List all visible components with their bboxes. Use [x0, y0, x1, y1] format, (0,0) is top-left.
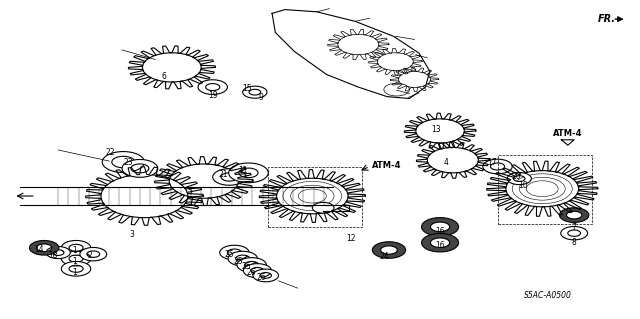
Text: 6: 6	[161, 72, 166, 81]
Text: 5: 5	[188, 187, 192, 197]
Wedge shape	[228, 251, 257, 266]
Wedge shape	[198, 80, 227, 94]
Text: 17: 17	[488, 158, 497, 167]
Text: 22: 22	[106, 148, 115, 157]
Text: 12: 12	[346, 234, 355, 243]
Text: 20: 20	[512, 172, 522, 181]
Wedge shape	[212, 169, 246, 185]
Wedge shape	[29, 241, 59, 255]
Wedge shape	[61, 241, 91, 255]
Wedge shape	[483, 159, 512, 174]
Wedge shape	[220, 245, 249, 260]
Text: 16: 16	[435, 241, 445, 250]
Text: 25: 25	[242, 262, 252, 271]
Text: 24: 24	[379, 252, 388, 261]
Text: 15: 15	[242, 84, 252, 93]
Wedge shape	[561, 226, 588, 240]
Wedge shape	[46, 247, 70, 259]
Wedge shape	[422, 218, 459, 236]
Text: 8: 8	[571, 238, 576, 247]
Wedge shape	[102, 152, 145, 173]
Circle shape	[312, 202, 334, 213]
Wedge shape	[243, 264, 271, 278]
Text: 11: 11	[239, 166, 248, 175]
Text: 1: 1	[72, 257, 77, 266]
Text: 2: 2	[88, 251, 92, 260]
Text: ATM-4: ATM-4	[372, 161, 402, 170]
Text: 9: 9	[258, 93, 263, 102]
Wedge shape	[243, 86, 267, 98]
Wedge shape	[122, 160, 158, 177]
Wedge shape	[228, 163, 268, 183]
Text: 25: 25	[234, 257, 243, 266]
Wedge shape	[372, 242, 406, 258]
Text: 10: 10	[518, 181, 528, 190]
Text: 13: 13	[431, 125, 441, 135]
Text: 1: 1	[72, 268, 77, 277]
Text: 7: 7	[571, 223, 576, 232]
Text: S5AC-A0500: S5AC-A0500	[524, 291, 572, 300]
Wedge shape	[559, 208, 589, 222]
Text: 4: 4	[444, 158, 449, 167]
Text: 19: 19	[208, 92, 218, 100]
Wedge shape	[80, 248, 107, 261]
Wedge shape	[237, 258, 266, 272]
Text: ATM-4: ATM-4	[553, 129, 582, 138]
Wedge shape	[61, 251, 91, 266]
Text: FR.: FR.	[598, 14, 616, 24]
Text: 1: 1	[72, 246, 77, 255]
Text: 14: 14	[34, 245, 44, 254]
Wedge shape	[422, 234, 459, 252]
Text: 18: 18	[48, 251, 58, 260]
Wedge shape	[253, 269, 278, 282]
Wedge shape	[61, 262, 91, 276]
Circle shape	[384, 83, 410, 96]
Text: 3: 3	[129, 230, 134, 239]
Text: 16: 16	[435, 227, 445, 236]
Text: 21: 21	[218, 170, 228, 179]
Text: 26: 26	[257, 273, 266, 282]
Text: 26: 26	[247, 268, 257, 277]
Text: 25: 25	[225, 250, 234, 259]
Wedge shape	[507, 173, 531, 185]
Text: 23: 23	[124, 158, 133, 167]
